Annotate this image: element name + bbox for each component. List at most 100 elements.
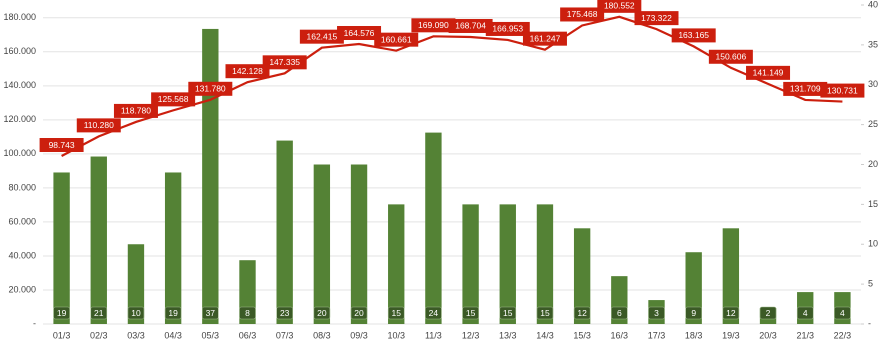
y-tick-label: 160.000 <box>3 46 36 56</box>
bar-label: 20 <box>354 308 364 318</box>
line <box>61 15 843 157</box>
bar-label: 24 <box>429 308 439 318</box>
data-label-box <box>188 81 233 96</box>
bar-label-box <box>90 306 108 320</box>
bar-label-box <box>796 306 814 320</box>
x-tick-label: 11/3 <box>425 330 442 340</box>
data-label: 163.165 <box>678 30 709 40</box>
data-label: 161.247 <box>530 33 561 43</box>
x-tick-label: 01/3 <box>53 330 71 340</box>
x-tick-label: 04/3 <box>164 330 182 340</box>
bar-label-box <box>611 306 628 320</box>
bar-label: 23 <box>280 308 290 318</box>
data-label-box <box>560 7 605 22</box>
bar-label: 10 <box>131 308 141 318</box>
y-tick-label: - <box>33 318 36 328</box>
y-tick-label: 60.000 <box>8 216 36 226</box>
x-tick-label: 02/3 <box>90 330 108 340</box>
x-tick-label: 13/3 <box>499 330 517 340</box>
bar-label: 19 <box>57 308 67 318</box>
bar <box>350 164 368 324</box>
bar-label: 12 <box>726 308 736 318</box>
bar-label: 15 <box>540 308 550 318</box>
bar <box>53 172 70 324</box>
data-label-box <box>783 81 828 96</box>
x-tick-label: 10/3 <box>387 330 405 340</box>
y2-tick-label: 20 <box>868 159 878 169</box>
bar-label: 9 <box>691 308 696 318</box>
data-label-box <box>299 29 344 44</box>
bar <box>388 204 405 324</box>
data-label-box <box>597 0 642 13</box>
bar-label: 20 <box>317 308 327 318</box>
bar <box>276 140 293 324</box>
bar-label-box <box>53 306 70 320</box>
data-label: 142.128 <box>232 66 263 76</box>
x-tick-label: 12/3 <box>462 330 480 340</box>
data-label-box <box>708 49 753 64</box>
data-label: 162.415 <box>306 31 337 41</box>
data-label: 141.149 <box>753 68 784 78</box>
x-tick-label: 18/3 <box>685 330 703 340</box>
bar-label: 3 <box>654 308 659 318</box>
y2-tick-label: 40 <box>868 0 878 9</box>
data-label-box <box>820 83 865 98</box>
bar-label: 19 <box>168 308 178 318</box>
data-label: 118.780 <box>121 106 151 116</box>
bar <box>202 28 219 325</box>
x-tick-label: 20/3 <box>759 330 777 340</box>
data-label: 168.704 <box>455 21 486 31</box>
y-tick-label: 100.000 <box>3 148 36 158</box>
bar-label: 15 <box>391 308 401 318</box>
bar-label-box <box>276 306 293 320</box>
x-tick-label: 15/3 <box>573 330 591 340</box>
y-tick-label: 80.000 <box>8 182 36 192</box>
y2-tick-label: 30 <box>868 79 878 89</box>
bar <box>90 156 107 324</box>
x-tick-label: 22/3 <box>834 330 852 340</box>
x-tick-label: 16/3 <box>611 330 629 340</box>
data-label-box <box>485 21 530 36</box>
data-label: 147.335 <box>269 57 300 67</box>
bar-label: 2 <box>766 308 771 318</box>
x-tick-label: 21/3 <box>796 330 814 340</box>
y-tick-label: 40.000 <box>8 250 36 260</box>
y-tick-label: 140.000 <box>3 80 36 90</box>
data-label: 131.780 <box>195 84 226 94</box>
y-tick-label: 20.000 <box>8 284 36 294</box>
bar <box>536 204 554 324</box>
x-tick-label: 03/3 <box>127 330 145 340</box>
x-tick-label: 06/3 <box>239 330 257 340</box>
bar-label: 37 <box>206 308 216 318</box>
data-label-box <box>374 32 419 47</box>
bar <box>313 164 331 324</box>
data-label-box <box>411 18 456 33</box>
bar-label-box <box>722 306 740 320</box>
y-tick-label: 120.000 <box>3 114 36 124</box>
bar <box>462 204 479 324</box>
y2-tick-label: 15 <box>868 199 878 209</box>
bar-label: 6 <box>617 308 622 318</box>
bar-label: 8 <box>245 308 250 318</box>
data-label: 169.090 <box>418 20 449 30</box>
data-label-box <box>76 118 121 133</box>
bar <box>573 228 591 324</box>
data-label: 166.953 <box>492 24 523 34</box>
y2-tick-label: - <box>868 318 871 328</box>
bar-label-box <box>239 306 256 320</box>
y2-tick-label: 35 <box>868 39 878 49</box>
data-label: 98.743 <box>49 140 75 150</box>
bar-label-box <box>387 306 405 320</box>
data-label-box <box>337 26 382 41</box>
data-label-box <box>671 28 716 43</box>
data-label-box <box>151 92 196 107</box>
bar <box>685 252 702 324</box>
x-tick-label: 07/3 <box>276 330 294 340</box>
data-label: 173.322 <box>641 13 672 23</box>
bar-label-box <box>759 306 777 320</box>
x-tick-label: 08/3 <box>313 330 331 340</box>
bar-label: 21 <box>94 308 104 318</box>
bar <box>127 244 145 324</box>
bar-label: 4 <box>840 308 845 318</box>
